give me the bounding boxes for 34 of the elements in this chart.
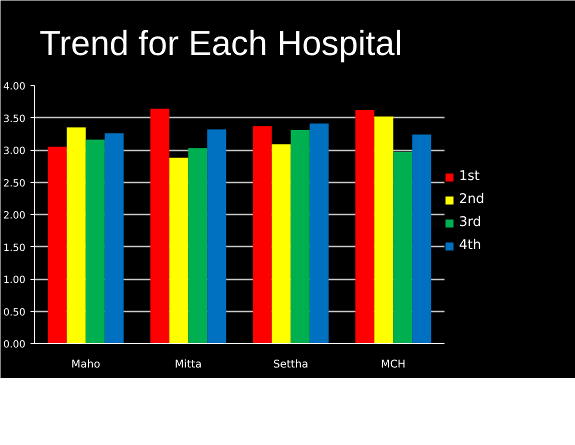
chart-title: Trend for Each Hospital xyxy=(40,25,402,63)
y-tick-label: 2.50 xyxy=(3,178,26,190)
bar xyxy=(374,116,394,344)
y-tick-label: 2.00 xyxy=(3,210,26,222)
legend-label: 2nd xyxy=(459,192,484,207)
y-tick-label: 3.00 xyxy=(3,146,26,157)
x-tick-label: Mitta xyxy=(174,358,202,370)
y-tick-label: 4.00 xyxy=(3,82,26,92)
bar xyxy=(104,133,124,344)
y-tick-label: 1.00 xyxy=(3,275,26,286)
bar xyxy=(150,108,170,344)
bar xyxy=(290,130,310,344)
bar xyxy=(188,148,208,344)
bar xyxy=(252,126,272,344)
legend-label: 1st xyxy=(459,169,480,184)
y-tick-label: 0.00 xyxy=(3,340,26,350)
bar xyxy=(272,144,291,344)
bar xyxy=(169,158,188,344)
legend-label: 3rd xyxy=(459,215,482,230)
x-tick-label: Maho xyxy=(71,358,100,370)
bar xyxy=(412,134,432,344)
bar xyxy=(48,146,67,344)
y-tick-label: 1.50 xyxy=(3,242,26,254)
bar xyxy=(355,110,374,344)
x-tick-label: Settha xyxy=(273,358,308,370)
y-tick-label: 0.50 xyxy=(3,307,26,318)
bar xyxy=(207,129,226,344)
bar xyxy=(310,124,329,344)
x-tick-label: MCH xyxy=(380,358,406,370)
bar xyxy=(66,127,86,344)
y-tick-label: 3.50 xyxy=(3,114,26,125)
legend-label: 4th xyxy=(459,238,482,253)
bar xyxy=(86,140,105,344)
bar xyxy=(393,152,412,344)
